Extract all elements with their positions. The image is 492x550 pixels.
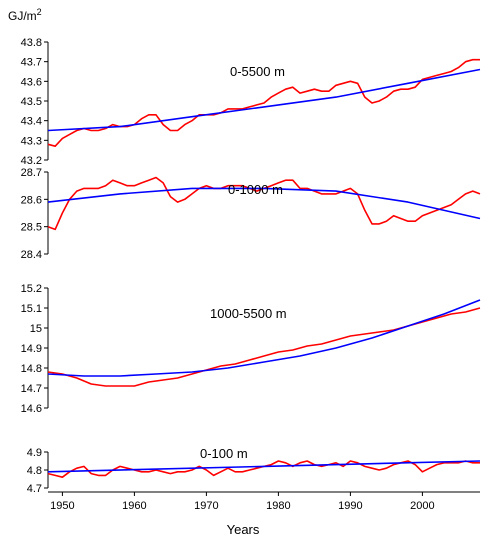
x-tick-label: 1960	[122, 500, 146, 512]
panel-label: 0-5500 m	[230, 64, 285, 79]
y-tick-label: 28.6	[21, 194, 42, 206]
y-tick-label: 15.2	[21, 283, 42, 295]
panel-3: 4.7 4.8 4.9 0-100 m	[27, 446, 481, 495]
trend-series-line	[47, 187, 481, 220]
x-tick-label: 1990	[338, 500, 362, 512]
y-tick-label: 43.5	[21, 96, 42, 108]
y-tick-label: 43.2	[21, 155, 42, 167]
x-tick-label: 1980	[266, 500, 290, 512]
trend-series-line	[47, 299, 481, 377]
x-tick-label: 2000	[410, 500, 434, 512]
y-tick-label: 14.8	[21, 363, 42, 375]
y-unit-label: GJ/m2	[8, 7, 42, 23]
y-tick-label: 43.8	[21, 37, 42, 49]
panel-1: 28.4 28.5 28.6 28.7 0-1000 m	[21, 167, 481, 261]
x-axis: 1950 1960 1970 1980 1990 2000	[48, 491, 480, 512]
trend-series-line	[47, 460, 481, 473]
panel-0: 43.2 43.3 43.4 43.5 43.6 43.7 43.8 0-5500 m	[21, 37, 481, 167]
y-tick-label: 28.5	[21, 222, 42, 234]
y-tick-label: 43.3	[21, 135, 42, 147]
y-tick-label: 4.7	[27, 483, 42, 495]
x-tick-label: 1950	[50, 500, 74, 512]
panel-label: 1000-5500 m	[210, 306, 287, 321]
y-tick-label: 28.7	[21, 167, 42, 179]
panel-label: 0-100 m	[200, 446, 248, 461]
chart-panels: 43.2 43.3 43.4 43.5 43.6 43.7 43.8 0-5500 m 28.4…	[21, 37, 481, 495]
y-tick-label: 15	[30, 323, 42, 335]
panel-2: 14.6 14.7 14.8 14.9 15 15.1 15.2 1000-5500 m	[21, 283, 481, 415]
panel-label: 0-1000 m	[228, 182, 283, 197]
y-tick-label: 28.4	[21, 249, 42, 261]
y-unit-exponent: 2	[37, 7, 42, 17]
y-tick-label: 15.1	[21, 303, 42, 315]
y-tick-label: 14.9	[21, 343, 42, 355]
y-tick-label: 43.6	[21, 76, 42, 88]
y-tick-label: 4.9	[27, 447, 42, 459]
observed-series-line	[47, 460, 480, 479]
trend-series-line	[47, 68, 481, 132]
y-tick-label: 43.4	[21, 116, 42, 128]
y-tick-label: 14.7	[21, 383, 42, 395]
y-tick-label: 14.6	[21, 403, 42, 415]
x-axis-title: Years	[227, 522, 260, 537]
y-tick-label: 43.7	[21, 57, 42, 69]
y-tick-label: 4.8	[27, 465, 42, 477]
x-tick-label: 1970	[194, 500, 218, 512]
